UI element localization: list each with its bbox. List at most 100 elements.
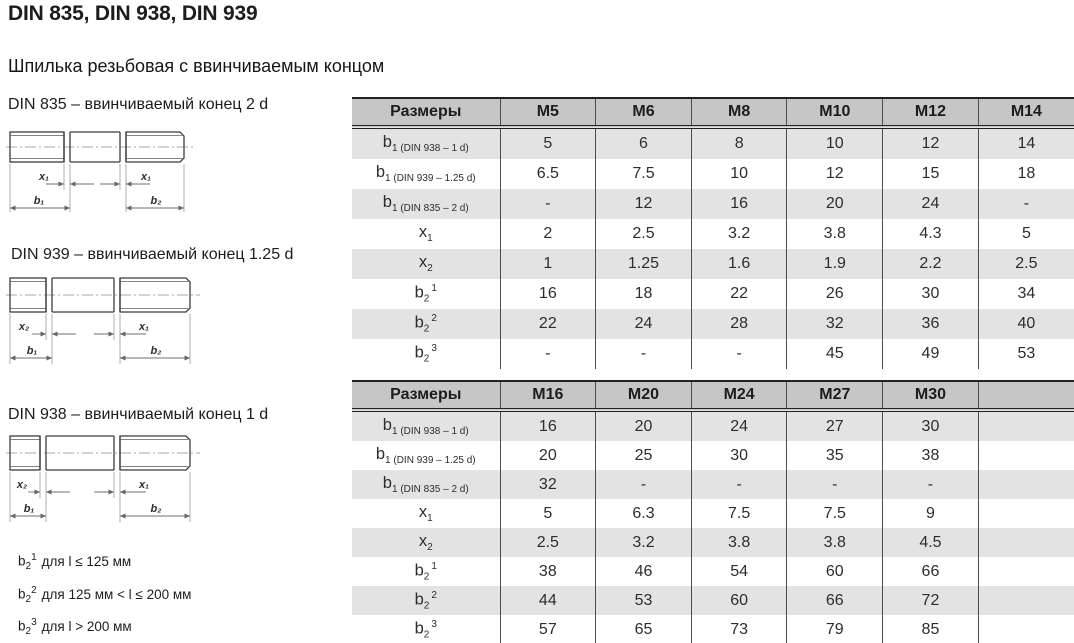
caption-din835: DIN 835 – ввинчиваемый конец 2 d [8, 96, 269, 113]
value-cell: 30 [882, 410, 979, 441]
value-cell: 2.2 [882, 249, 979, 279]
value-cell: 65 [595, 615, 692, 643]
value-cell: 5 [499, 127, 596, 159]
caption-din938: DIN 938 – ввинчиваемый конец 1 d [8, 406, 269, 423]
value-cell: 3.2 [595, 528, 692, 557]
value-cell: 26 [786, 279, 883, 309]
value-cell: 16 [690, 189, 787, 219]
value-cell [977, 441, 1074, 470]
value-cell: - [595, 470, 692, 499]
value-cell [977, 586, 1074, 615]
value-cell: 5 [977, 219, 1074, 249]
value-cell: 8 [690, 127, 787, 159]
row-label: b22 [414, 313, 437, 335]
value-cell: 40 [977, 309, 1074, 339]
value-cell: 25 [595, 441, 692, 470]
value-cell [977, 615, 1074, 643]
row-label: b23 [414, 618, 437, 641]
value-cell: 2.5 [595, 219, 692, 249]
value-cell: - [690, 339, 787, 369]
value-cell: 16 [499, 410, 596, 441]
col-header-empty [977, 381, 1074, 412]
footnote-symbol: b [18, 553, 26, 569]
value-cell: 45 [786, 339, 883, 369]
value-cell: 6 [595, 127, 692, 159]
value-cell: 73 [690, 615, 787, 643]
value-cell: 3.2 [690, 219, 787, 249]
table-row: b1 (DIN 938 – 1 d) 5 6 8 10 12 14 [352, 127, 1074, 159]
value-cell: 49 [882, 339, 979, 369]
row-label: b1 (DIN 835 – 2 d) [382, 473, 469, 496]
col-header-m14: M14 [977, 98, 1074, 129]
footnote-b2-1: b21 для l ≤ 125 мм [18, 552, 132, 573]
footnote-b2-2: b22 для 125 мм < l ≤ 200 мм [18, 585, 192, 606]
value-cell: 36 [882, 309, 979, 339]
table-row: b23 57 65 73 79 85 [352, 615, 1074, 643]
value-cell: 12 [595, 189, 692, 219]
table-row: b22 44 53 60 66 72 [352, 586, 1074, 615]
value-cell: 32 [786, 309, 883, 339]
value-cell: 66 [882, 557, 979, 586]
col-header-m30: M30 [882, 381, 979, 412]
row-label: b1 (DIN 939 – 1.25 d) [375, 444, 476, 467]
table-row: x2 1 1.25 1.6 1.9 2.2 2.5 [352, 249, 1074, 279]
col-header-m20: M20 [595, 381, 692, 412]
footnote-b2-3: b23 для l > 200 мм [18, 617, 132, 638]
value-cell: - [977, 189, 1074, 219]
value-cell: 15 [882, 159, 979, 189]
drawing-din939-stud: x₂ x₁ b₁ b₂ [6, 277, 200, 364]
dimensions-table-m16-m30: Размеры M16 M20 M24 M27 M30 b1 (DIN 938 – 1 d)… [352, 380, 1074, 643]
row-label: b21 [414, 560, 437, 583]
table-row: x1 2 2.5 3.2 3.8 4.3 5 [352, 219, 1074, 249]
drawing-din938-stud: x₂ x₁ b₁ b₂ [6, 435, 200, 522]
value-cell: - [690, 470, 787, 499]
value-cell: 7.5 [786, 499, 883, 528]
value-cell: 72 [882, 586, 979, 615]
col-header-m8: M8 [690, 98, 787, 129]
value-cell: 20 [595, 410, 692, 441]
value-cell: 12 [786, 159, 883, 189]
value-cell: 6.5 [499, 159, 596, 189]
row-label: b23 [414, 343, 437, 365]
value-cell: 3.8 [786, 528, 883, 557]
value-cell: 6.3 [595, 499, 692, 528]
dim-label-b2: b₂ [151, 345, 162, 357]
row-label: b21 [414, 283, 437, 305]
table-row: b21 38 46 54 60 66 [352, 557, 1074, 586]
col-header-m27: M27 [786, 381, 883, 412]
dim-label-b1: b₁ [34, 195, 45, 207]
col-header-m16: M16 [499, 381, 596, 412]
dim-label-x-left: x₁ [38, 171, 49, 183]
value-cell: 5 [499, 499, 596, 528]
dim-label-x-left: x₂ [16, 479, 27, 491]
footnote-symbol: b [18, 586, 26, 602]
table-row: b23- - -45 49 53 [352, 339, 1074, 369]
value-cell [977, 557, 1074, 586]
value-cell: 79 [786, 615, 883, 643]
value-cell: 57 [499, 615, 596, 643]
value-cell: 1.6 [690, 249, 787, 279]
value-cell: 2 [499, 219, 596, 249]
value-cell: 14 [977, 127, 1074, 159]
table-row: b1 (DIN 835 – 2 d) 32- - - - [352, 470, 1074, 499]
value-cell: 20 [499, 441, 596, 470]
row-label: x1 [418, 223, 433, 245]
value-cell: 22 [499, 309, 596, 339]
table-row: b21 16 18 22 26 30 34 [352, 279, 1074, 309]
value-cell: 9 [882, 499, 979, 528]
value-cell: 30 [882, 279, 979, 309]
dim-label-b2: b₂ [151, 503, 162, 515]
value-cell: 60 [690, 586, 787, 615]
table-row: b1 (DIN 939 – 1.25 d) 20 25 30 35 38 [352, 441, 1074, 470]
footnote-text: для l ≤ 125 мм [41, 553, 132, 569]
row-label: b22 [414, 589, 437, 612]
dim-label-x-right: x₁ [138, 321, 149, 333]
value-cell: 34 [977, 279, 1074, 309]
value-cell: 7.5 [595, 159, 692, 189]
row-label: b1 (DIN 939 – 1.25 d) [375, 163, 476, 185]
value-cell: 38 [882, 441, 979, 470]
value-cell: 4.5 [882, 528, 979, 557]
table-row: b22 22 24 28 32 36 40 [352, 309, 1074, 339]
drawing-din835-stud: x₁ x₁ b₁ b₂ [6, 131, 194, 212]
